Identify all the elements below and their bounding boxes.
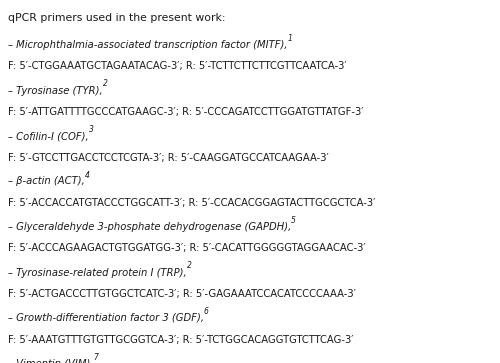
Text: F: 5′-CTGGAAATGCTAGAATACAG-3′; R: 5′-TCTTCTTCTTCGTTCAATCA-3′: F: 5′-CTGGAAATGCTAGAATACAG-3′; R: 5′-TCT… xyxy=(8,61,346,72)
Text: – Tyrosinase (TYR),: – Tyrosinase (TYR), xyxy=(8,86,102,95)
Text: – Microphthalmia-associated transcription factor (MITF),: – Microphthalmia-associated transcriptio… xyxy=(8,40,287,50)
Text: F: 5′-ACCACCATGTACCCTGGCATT-3′; R: 5′-CCACACGGAGTACTTGCGCTCA-3′: F: 5′-ACCACCATGTACCCTGGCATT-3′; R: 5′-CC… xyxy=(8,198,376,208)
Text: 3: 3 xyxy=(88,125,94,134)
Text: F: 5′-ACTGACCCTTGTGGCTCATC-3′; R: 5′-GAGAAATCCACATCCCCAAA-3′: F: 5′-ACTGACCCTTGTGGCTCATC-3′; R: 5′-GAG… xyxy=(8,289,356,299)
Text: qPCR primers used in the present work:: qPCR primers used in the present work: xyxy=(8,13,226,23)
Text: F: 5′-GTCCTTGACCTCCTCGTA-3′; R: 5′-CAAGGATGCCATCAAGAA-3′: F: 5′-GTCCTTGACCTCCTCGTA-3′; R: 5′-CAAGG… xyxy=(8,152,329,163)
Text: 2: 2 xyxy=(102,79,108,89)
Text: – Glyceraldehyde 3-phosphate dehydrogenase (GAPDH),: – Glyceraldehyde 3-phosphate dehydrogena… xyxy=(8,222,291,232)
Text: – Vimentin (VIM),: – Vimentin (VIM), xyxy=(8,359,93,363)
Text: – β-actin (ACT),: – β-actin (ACT), xyxy=(8,176,85,187)
Text: F: 5′-ACCCAGAAGACTGTGGATGG-3′; R: 5′-CACATTGGGGGTAGGAACAC-3′: F: 5′-ACCCAGAAGACTGTGGATGG-3′; R: 5′-CAC… xyxy=(8,244,366,253)
Text: 5: 5 xyxy=(291,216,296,225)
Text: 1: 1 xyxy=(288,34,292,43)
Text: 7: 7 xyxy=(94,352,98,362)
Text: 4: 4 xyxy=(84,171,89,179)
Text: 2: 2 xyxy=(186,261,192,270)
Text: F: 5′-AAATGTTTGTGTTGCGGTCA-3′; R: 5′-TCTGGCACAGGTGTCTTCAG-3′: F: 5′-AAATGTTTGTGTTGCGGTCA-3′; R: 5′-TCT… xyxy=(8,334,354,344)
Text: – Tyrosinase-related protein I (TRP),: – Tyrosinase-related protein I (TRP), xyxy=(8,268,186,277)
Text: – Cofilin-I (COF),: – Cofilin-I (COF), xyxy=(8,131,88,141)
Text: 6: 6 xyxy=(204,307,209,316)
Text: F: 5′-ATTGATTTTGCCCATGAAGC-3′; R: 5′-CCCAGATCCTTGGATGTTATGF-3′: F: 5′-ATTGATTTTGCCCATGAAGC-3′; R: 5′-CCC… xyxy=(8,107,364,117)
Text: – Growth-differentiation factor 3 (GDF),: – Growth-differentiation factor 3 (GDF), xyxy=(8,313,204,323)
